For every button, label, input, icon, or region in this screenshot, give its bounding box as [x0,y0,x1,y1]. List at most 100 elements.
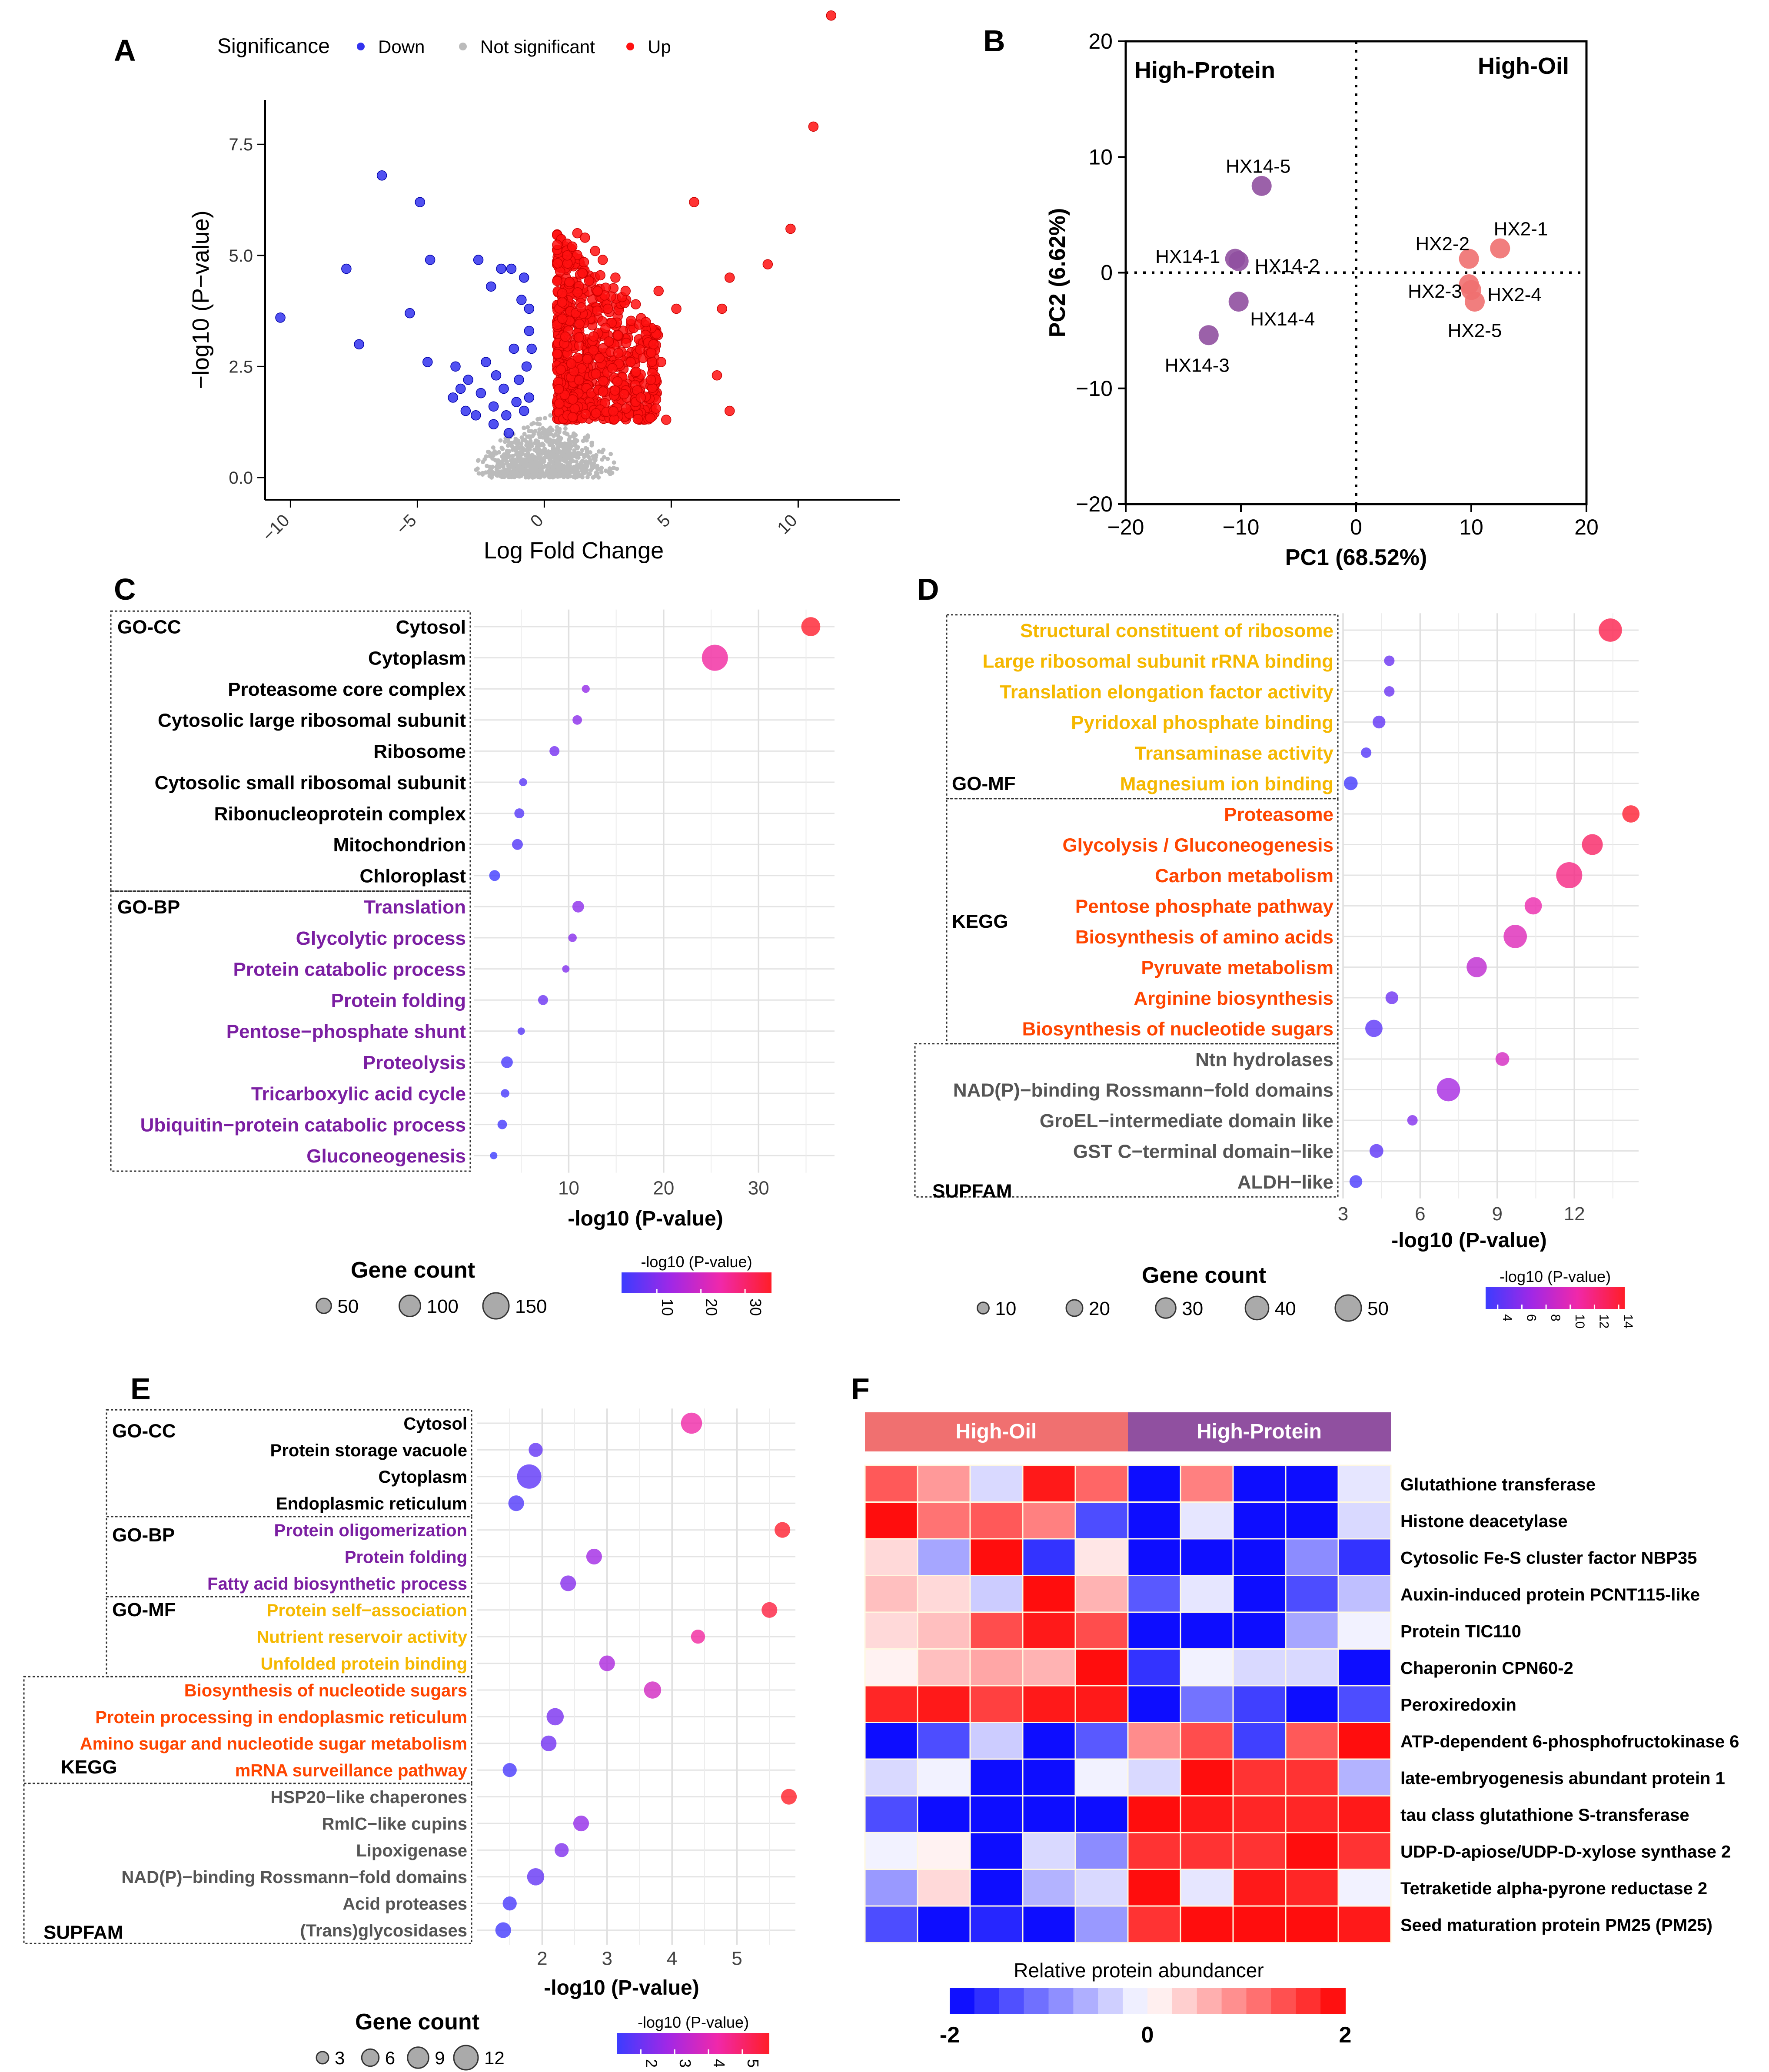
ns-point [585,461,590,465]
up-point [641,317,651,327]
enrichment-bubble [562,965,570,973]
enrichment-bubble [582,685,590,693]
term-label: Cytoplasm [368,648,466,669]
up-point [572,287,583,298]
heatmap-cell [864,1869,918,1907]
x-tick-label: 4 [667,1948,677,1969]
enrichment-bubble [549,746,560,756]
size-legend-circle [399,1295,421,1317]
term-label: Gluconeogenesis [306,1146,466,1167]
heatmap-cell [969,1795,1024,1833]
color-legend-tick-label: 2 [642,2059,660,2068]
down-point [455,383,466,394]
group-box [106,1409,472,1517]
up-point [631,366,642,377]
enrichment-bubble [1361,747,1372,758]
heatmap-cell [1180,1722,1234,1760]
x-tick-label: 2 [537,1948,547,1969]
x-tick-label: 0 [527,511,547,531]
heatmap-cell [1180,1685,1234,1723]
up-point [645,375,656,385]
size-legend-circle [482,1292,510,1320]
ns-point [510,454,515,458]
down-point [476,388,486,398]
down-point [463,375,473,385]
term-label: Magnesium ion binding [1120,773,1333,794]
x-tick-label: 10 [774,511,801,538]
color-legend-tick-label: 6 [1524,1314,1538,1322]
ns-point [564,453,569,458]
term-label: Protein self−association [267,1601,467,1620]
heatmap-cell [1074,1575,1129,1613]
heatmap-cell [969,1685,1024,1723]
ns-point [504,459,509,464]
ns-point [580,471,585,476]
enrichment-bubble [1384,655,1395,666]
enrichment-plot-c: 10 20 30 -log10 (P-value) GO-CC GO-BP Cytosol C… [110,609,835,1320]
ns-point [566,438,571,442]
ns-point [506,449,511,454]
heatmap-legend-tick-label: -2 [940,2022,960,2048]
term-label: ALDH−like [1237,1172,1333,1193]
ns-point [615,466,619,471]
enrichment-bubble [1599,618,1622,642]
legend-marker [626,43,634,50]
pca-point [1228,251,1249,271]
legend-marker [459,43,467,50]
ns-point [518,455,523,460]
ns-point [529,444,534,448]
down-point [519,405,529,416]
heatmap-cell [1232,1538,1287,1576]
ns-point [514,448,519,453]
heatmap-legend-cell [999,1988,1024,2014]
term-label: Endoplasmic reticulum [276,1494,467,1514]
heatmap-cell [1337,1538,1392,1576]
enrichment-bubble [1385,991,1399,1004]
enrichment-bubble [541,1735,557,1751]
down-point [524,303,535,314]
ns-point [573,433,578,438]
enrichment-bubble [1343,776,1358,790]
group-label: GO-BP [117,897,180,918]
heatmap-cell [864,1722,918,1760]
heatmap-cell [1074,1722,1129,1760]
down-point [341,263,352,274]
pca-point [1490,238,1510,259]
heatmap-cell [864,1611,918,1650]
up-point [602,303,613,314]
legend-entry: Up [648,37,671,57]
ns-point [525,473,530,478]
down-point [415,197,425,207]
ns-point [588,450,593,455]
up-point [557,288,568,299]
term-label: Translation [364,897,466,918]
ns-point [531,421,536,425]
up-point [598,376,609,386]
ns-point [525,462,529,466]
ns-point [537,427,542,432]
ns-point [571,451,576,456]
heatmap-cell [1180,1869,1234,1907]
up-point [564,277,575,287]
heatmap-cell [1337,1501,1392,1540]
heatmap-legend-tick-label: 2 [1339,2022,1352,2048]
ns-point [474,468,479,472]
ns-point [537,452,542,456]
down-point [486,281,496,292]
size-legend-label: 150 [515,1296,547,1317]
ns-point [609,452,613,456]
heatmap-cell [1337,1758,1392,1796]
heatmap-row-label: Chaperonin CPN60-2 [1400,1659,1573,1678]
heatmap-cell [1127,1501,1181,1540]
ns-point [585,433,590,438]
color-legend-tick-label: 20 [703,1298,721,1316]
size-legend-label: 20 [1089,1298,1110,1319]
term-label: Chloroplast [360,866,466,887]
term-label: Unfolded protein binding [261,1654,467,1674]
heatmap-cell [1232,1869,1287,1907]
term-label: Glycolysis / Gluconeogenesis [1062,834,1333,856]
enrichment-bubble [801,617,821,636]
term-label: Proteasome core complex [228,679,466,700]
heatmap-row-label: late-embryogenesis abundant protein 1 [1400,1769,1725,1788]
ns-point [528,459,532,464]
